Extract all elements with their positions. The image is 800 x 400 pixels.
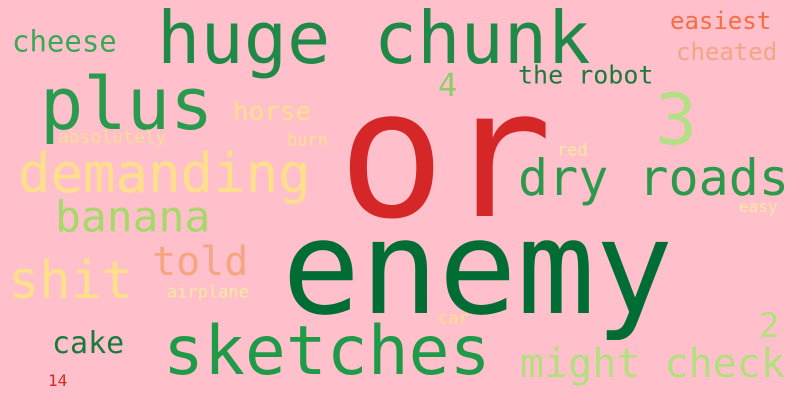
word-demanding: demanding [18,142,311,205]
word-sketches: sketches [163,312,491,391]
word-or: or [338,51,553,258]
word-cheese: cheese [12,24,117,59]
word-shit: shit [8,251,134,311]
word-huge-chunk: huge chunk [157,0,591,80]
word-4: 4 [438,66,458,104]
word-cake: cake [52,326,125,361]
word-absolutely: absolutely [58,127,167,148]
word-easy: easy [739,197,778,216]
word-enemy: enemy [282,192,674,344]
word-14: 14 [48,371,68,390]
word-easiest: easiest [670,7,772,35]
word-2: 2 [759,306,780,346]
word-dry-roads: dry roads [518,149,789,207]
word-burn: burn [287,130,328,151]
word-might-check: might check [520,341,785,387]
word-banana: banana [55,192,211,243]
word-horse: horse [233,97,312,127]
word-told: told [152,239,249,285]
word-red: red [557,140,588,161]
word-car: car [438,308,469,329]
word-airplane: airplane [167,282,249,303]
word-plus: plus [40,62,214,146]
word-the-robot: the robot [518,60,654,90]
word-3: 3 [655,79,698,161]
word-cheated: cheated [676,38,778,66]
